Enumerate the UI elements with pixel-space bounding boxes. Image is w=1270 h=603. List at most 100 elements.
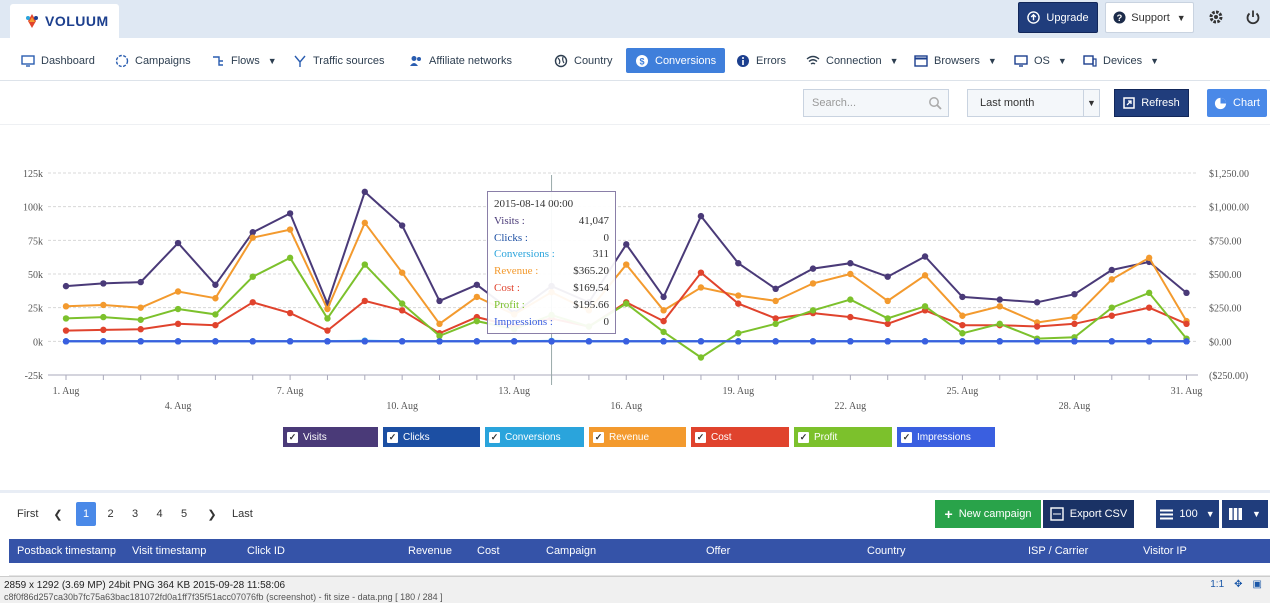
checkbox-icon[interactable]: ✓	[287, 431, 298, 443]
section-divider	[0, 490, 1270, 493]
chart-toggle-label: Chart	[1233, 97, 1260, 109]
chart-toolbar: Search... Last month ▼ Refresh Chart	[0, 81, 1270, 125]
data-point-revenue	[623, 261, 630, 268]
nav-country[interactable]: Country	[554, 48, 613, 73]
csv-file-icon	[1050, 507, 1064, 521]
checkbox-icon[interactable]: ✓	[387, 431, 398, 443]
wifi-icon	[806, 55, 820, 65]
legend-label: Profit	[814, 431, 838, 443]
pager-last[interactable]: Last	[232, 506, 253, 522]
export-csv-label: Export CSV	[1069, 508, 1128, 520]
export-csv-button[interactable]: Export CSV	[1043, 500, 1134, 528]
nav-affiliate-networks[interactable]: Affiliate networks	[409, 48, 512, 73]
tooltip-row: Impressions : 0	[494, 314, 609, 331]
chevron-down-icon: ▼	[889, 55, 899, 66]
data-point-profit	[62, 315, 70, 322]
legend-item-impressions[interactable]: ✓ Impressions	[897, 427, 995, 447]
checkbox-icon[interactable]: ✓	[695, 431, 706, 443]
data-point-profit	[772, 320, 779, 328]
column-header[interactable]: Cost	[477, 545, 500, 557]
data-point-visits	[996, 296, 1003, 303]
pager-first[interactable]: First	[17, 506, 38, 522]
nav-campaigns[interactable]: Campaigns	[115, 48, 191, 73]
refresh-icon	[1123, 97, 1135, 109]
zoom-level[interactable]: 1:1	[1210, 579, 1225, 590]
support-button[interactable]: ? Support ▼	[1105, 2, 1194, 33]
data-point-profit	[959, 330, 966, 337]
refresh-button[interactable]: Refresh	[1114, 89, 1189, 117]
legend-item-revenue[interactable]: ✓ Revenue	[589, 427, 686, 447]
rows-per-page-select[interactable]: 100 ▼	[1156, 500, 1219, 528]
legend-item-cost[interactable]: ✓ Cost	[691, 427, 789, 447]
pager-page[interactable]: 4	[156, 508, 163, 520]
pager-page[interactable]: 5	[180, 508, 188, 520]
nav-conversions-label: Conversions	[655, 54, 717, 67]
data-point-revenue	[959, 312, 966, 319]
gear-icon[interactable]	[1208, 9, 1224, 25]
period-select[interactable]: Last month ▼	[967, 89, 1100, 117]
checkbox-icon[interactable]: ✓	[489, 431, 500, 443]
legend-item-profit[interactable]: ✓ Profit	[794, 427, 892, 447]
line-chart[interactable]: 125k $1,250.00 100k $1,000.00 75k $750.00 50k $…	[0, 125, 1270, 425]
y-right-tick-label: $750.00	[1209, 236, 1242, 247]
legend-item-visits[interactable]: ✓ Visits	[283, 427, 378, 447]
pager-prev-icon[interactable]: ❮	[53, 508, 63, 521]
tooltip-row: Conversions : 311	[494, 246, 609, 263]
legend-item-conversions[interactable]: ✓ Conversions	[485, 427, 584, 447]
checkbox-icon[interactable]: ✓	[798, 431, 809, 443]
power-icon[interactable]	[1245, 9, 1261, 25]
network-icon	[294, 55, 306, 67]
new-campaign-button[interactable]: + New campaign	[935, 500, 1041, 528]
data-point-visits	[1033, 299, 1041, 306]
column-header[interactable]: Country	[867, 545, 906, 557]
columns-icon	[1229, 508, 1243, 520]
column-header[interactable]: ISP / Carrier	[1028, 545, 1089, 557]
nav-flows[interactable]: Flows ▼	[211, 48, 277, 73]
pager-page[interactable]: 2	[107, 508, 114, 520]
nav-traffic-sources-label: Traffic sources	[313, 54, 385, 67]
data-point-cost	[212, 321, 219, 329]
pager-next-icon[interactable]: ❯	[207, 508, 217, 521]
data-point-visits	[436, 297, 443, 305]
data-point-impressions	[1033, 338, 1041, 345]
data-point-visits	[361, 188, 368, 196]
checkbox-icon[interactable]: ✓	[593, 431, 604, 443]
data-point-revenue	[884, 297, 891, 305]
data-point-cost	[324, 327, 331, 334]
column-header[interactable]: Visit timestamp	[132, 545, 207, 557]
pager-page[interactable]: 3	[131, 508, 139, 520]
pager-page[interactable]: 1	[76, 502, 96, 526]
search-input[interactable]: Search...	[803, 89, 949, 117]
fullscreen-icon[interactable]: ▣	[1252, 579, 1262, 590]
fit-icon[interactable]: ✥	[1234, 579, 1243, 590]
viewer-filename-bar: c8f0f86d257ca30b7fc75a63bac181072fd0a1ff…	[0, 593, 1270, 603]
nav-os[interactable]: OS ▼	[1014, 48, 1067, 73]
globe-icon	[554, 54, 568, 67]
nav-browsers[interactable]: Browsers ▼	[914, 48, 997, 73]
data-point-revenue	[62, 303, 70, 310]
nav-devices[interactable]: Devices ▼	[1083, 48, 1159, 73]
nav-connection[interactable]: Connection ▼	[806, 48, 899, 73]
data-point-impressions	[324, 338, 331, 345]
data-point-revenue	[1071, 313, 1078, 321]
chart-tooltip: 2015-08-14 00:00 Visits : 41,047 Clicks : 0…	[487, 191, 616, 334]
legend-item-clicks[interactable]: ✓ Clicks	[383, 427, 480, 447]
columns-select[interactable]: ▼	[1222, 500, 1268, 528]
column-header[interactable]: Postback timestamp	[17, 545, 117, 557]
chart-toggle-button[interactable]: Chart	[1207, 89, 1267, 117]
nav-errors[interactable]: Errors	[736, 48, 786, 73]
column-header[interactable]: Click ID	[247, 545, 285, 557]
tooltip-row-label: Cost :	[494, 281, 520, 294]
column-header[interactable]: Offer	[706, 545, 731, 557]
data-point-visits	[100, 280, 107, 287]
devices-icon	[1083, 54, 1097, 67]
upgrade-button[interactable]: Upgrade	[1018, 2, 1098, 33]
checkbox-icon[interactable]: ✓	[901, 431, 912, 443]
nav-conversions[interactable]: $ Conversions	[626, 48, 726, 73]
logo[interactable]: VOLUUM	[10, 4, 119, 38]
column-header[interactable]: Revenue	[408, 545, 453, 557]
column-header[interactable]: Campaign	[546, 545, 597, 557]
column-header[interactable]: Visitor IP	[1143, 545, 1187, 557]
nav-traffic-sources[interactable]: Traffic sources	[293, 48, 385, 73]
nav-dashboard[interactable]: Dashboard	[21, 48, 95, 73]
